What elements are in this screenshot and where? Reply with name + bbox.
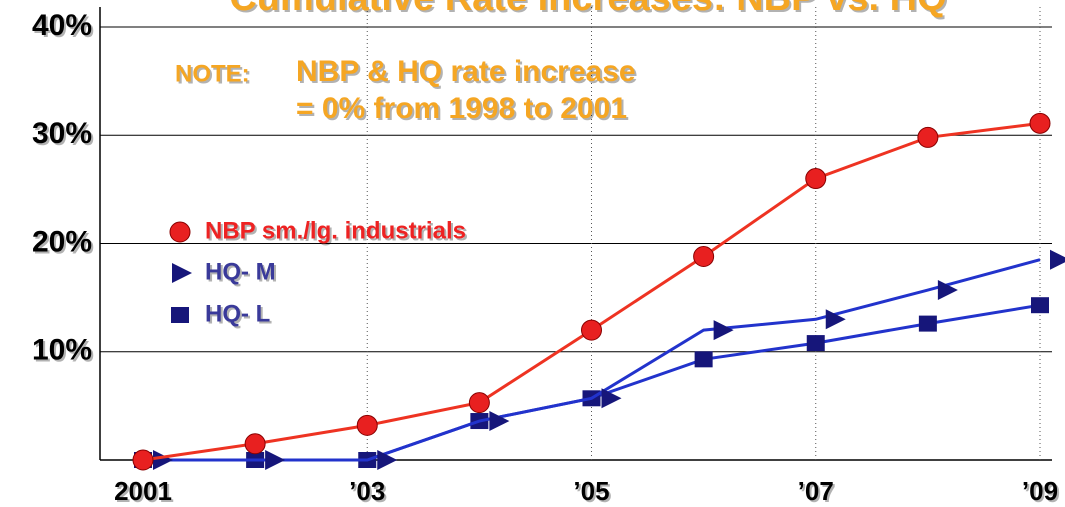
point (693, 245, 715, 267)
point (713, 320, 734, 341)
point (805, 168, 827, 190)
legend-marker (169, 221, 191, 243)
series-line (143, 258, 1041, 462)
point (244, 433, 266, 455)
y-tick-label: 20% (32, 225, 92, 258)
point (825, 309, 846, 330)
annotation: = 0% from 1998 to 2001 (296, 92, 627, 125)
y-tick-label: 40% (32, 9, 92, 42)
x-tick-label: ’09 (1022, 476, 1058, 506)
point (917, 126, 939, 148)
x-tick-label: ’05 (573, 476, 609, 506)
y-tick-label: 10% (32, 334, 92, 367)
legend-label: NBP sm./lg. industrials (205, 217, 466, 244)
point (356, 414, 378, 436)
point (153, 450, 173, 470)
legend-marker (172, 263, 192, 283)
annotation: NBP & HQ rate increase (296, 55, 636, 88)
legend-label: HQ- L (205, 300, 270, 327)
point (1029, 112, 1051, 134)
point (489, 411, 510, 432)
legend-marker (171, 307, 189, 323)
point (581, 319, 602, 341)
point (377, 450, 398, 470)
annotation: NOTE: (175, 60, 250, 87)
point (694, 351, 713, 368)
point (132, 449, 154, 471)
x-tick-label: 2001 (114, 476, 172, 506)
point (806, 335, 825, 352)
point (937, 280, 958, 301)
x-tick-label: ’03 (349, 476, 385, 506)
point (1031, 297, 1049, 314)
y-tick-label: 30% (32, 117, 92, 150)
plot: 10% 20% 30% 40% 2001 ’03 ’05 ’07 ’09 NBP sm./lg. … (32, 7, 1065, 506)
point (918, 315, 937, 332)
point (468, 392, 490, 414)
point (1050, 249, 1065, 270)
legend-label: HQ- M (205, 258, 276, 285)
point (601, 388, 622, 409)
x-tick-label: ’07 (798, 476, 834, 506)
chart-title: Cumulative Rate Increases: NBP vs. HQ (229, 0, 946, 19)
point (265, 450, 286, 470)
